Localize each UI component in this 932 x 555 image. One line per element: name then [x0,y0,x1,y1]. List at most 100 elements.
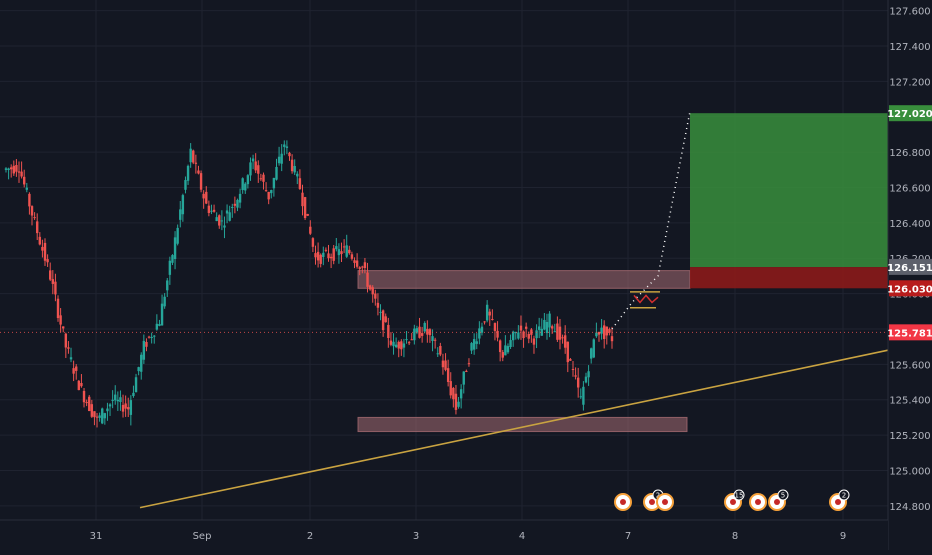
candle-body [207,205,211,213]
candle-body [49,270,52,280]
candle-body [454,393,458,410]
candle-body [371,287,374,295]
candle-body [192,150,195,163]
candle-body [56,298,60,319]
candle-body [610,336,614,342]
time-axis[interactable]: 31 Sep 2 3 4 7 8 9 [0,519,888,550]
candle-body [163,296,166,307]
candle-body [563,335,567,348]
candle-body [587,371,590,378]
upper-level-price-tag-bg [889,258,932,275]
candle-body [132,392,135,397]
candle-body [496,330,499,338]
candle-body [23,176,26,185]
candle-body [140,354,143,372]
candle-body [522,331,525,339]
candle-body [228,212,231,221]
candle-body [335,246,338,250]
candle-body [524,326,528,329]
candle-body [283,144,286,147]
pattern-zigzag [633,294,659,304]
candle-body [103,413,107,419]
candle-body [275,166,278,180]
candle-body [36,221,39,234]
candle-body [519,325,523,331]
time-tick-label: 2 [307,531,313,542]
candle-body [530,329,533,335]
target-zone [690,113,888,268]
candle-body [184,180,187,190]
candle-body [85,402,88,404]
candle-body [480,326,484,333]
candle-body [176,227,179,244]
candle-body [20,171,23,177]
candle-body [595,332,598,337]
candle-body [498,340,502,353]
support-zone [357,416,688,433]
candle-body [233,203,237,206]
candle-body [579,396,582,398]
candle-body [171,255,174,263]
candle-body [199,173,203,190]
candle-body [306,213,309,216]
candle-body [392,341,395,347]
candle-body [150,336,153,339]
candle-body [415,328,419,333]
time-axis-bg [0,520,888,550]
candle-body [257,165,260,174]
candle-body [439,345,442,355]
candle-body [509,340,512,347]
candle-body [82,390,86,403]
candle-layer [4,140,614,428]
candle-body [101,408,104,424]
candle-body [472,339,476,350]
candle-body [488,311,491,316]
candle-body [262,174,265,182]
candle-body [381,310,385,331]
candle-body [111,399,114,401]
candle-body [537,326,541,330]
candle-body [145,341,148,347]
candle-body [33,217,36,219]
candle-body [51,279,55,284]
event-marker-count: 2 [842,492,846,500]
candle-body [285,146,289,148]
event-marker-dot [620,499,626,505]
price-axis[interactable]: 127.600127.400127.200127.000126.800126.6… [887,0,932,550]
candle-body [582,386,585,405]
event-marker-dot [755,499,761,505]
candle-body [246,175,250,185]
candle-body [254,161,257,171]
candle-body [38,236,42,245]
candle-body [88,396,91,412]
candle-body [223,225,226,228]
target-price-tag-bg [889,105,932,122]
candle-body [160,303,164,326]
candle-body [535,330,538,339]
candle-body [478,328,481,339]
candle-body [431,336,434,341]
candle-body [95,416,99,418]
candle-body [465,370,468,372]
event-marker-dot [662,499,668,505]
candle-body [569,359,572,361]
candle-body [589,348,593,359]
candle-body [309,226,312,234]
candle-body [121,404,125,412]
candle-body [311,238,315,247]
candle-body [426,328,429,335]
event-marker-count: 5 [781,492,785,500]
candle-body [249,162,252,176]
candle-body [25,187,29,190]
candle-body [550,326,554,329]
candle-body [28,193,31,207]
time-tick-label: 3 [413,531,419,542]
candle-body [566,341,569,363]
candle-body [470,343,473,351]
candle-body [303,197,307,219]
event-marker-dot [835,499,841,505]
candle-body [358,267,361,269]
candle-body [316,251,320,261]
